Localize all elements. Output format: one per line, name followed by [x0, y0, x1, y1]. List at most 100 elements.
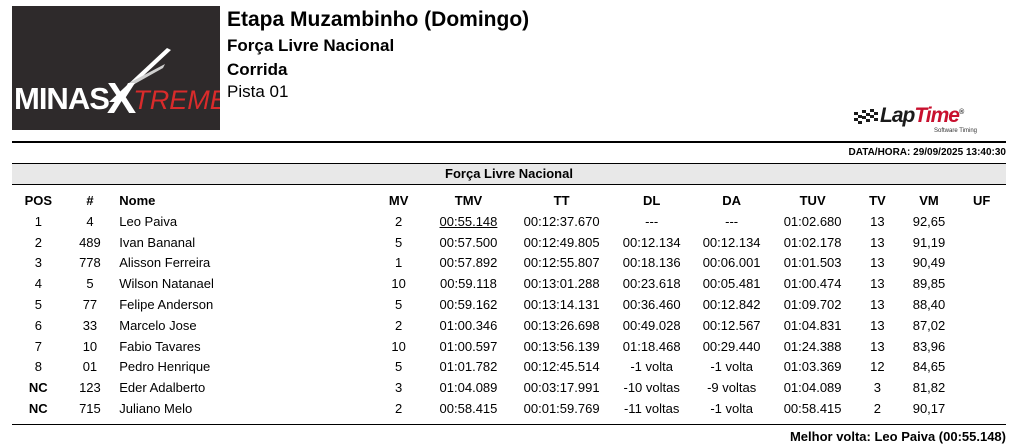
cell-dl: -1 volta — [630, 359, 673, 375]
cell-number: 5 — [86, 276, 94, 292]
col-mv: MV — [388, 193, 409, 208]
cell-name: Felipe Anderson — [119, 297, 214, 313]
best-lap-summary: Melhor volta: Leo Paiva (00:55.148) — [789, 429, 1006, 444]
table-row: 1 4 Leo Paiva 2 00:55.148 00:12:37.670 --- --- 0… — [12, 211, 1006, 232]
cell-vm: 90,17 — [912, 401, 946, 417]
cell-tmv: 00:59.118 — [440, 276, 497, 292]
cell-mv: 5 — [395, 297, 403, 313]
results-table: POS # Nome MV TMV TT DL DA TUV TV VM UF … — [12, 190, 1006, 419]
cell-uf — [957, 377, 1006, 398]
cell-uf — [957, 398, 1006, 419]
cell-pos: 7 — [34, 338, 42, 354]
cell-dl: 00:36.460 — [622, 297, 681, 313]
swoosh-icon — [109, 48, 171, 102]
cell-tmv: 00:59.162 — [439, 297, 498, 313]
cell-tt: 00:01:59.769 — [523, 401, 600, 417]
track-name: Pista 01 — [227, 82, 289, 101]
cell-tuv: 01:02.680 — [783, 213, 842, 229]
cell-da: -1 volta — [710, 401, 753, 417]
cell-tv: 12 — [870, 359, 885, 375]
cell-tuv: 01:04.831 — [783, 317, 842, 333]
cell-pos: NC — [28, 401, 48, 417]
laptime-reg: ® — [958, 109, 964, 116]
cell-tmv: 00:58.415 — [439, 401, 498, 417]
cell-tt: 00:12:55.807 — [523, 255, 600, 271]
cell-dl: -11 voltas — [623, 401, 680, 417]
col-tmv: TMV — [454, 193, 483, 208]
cell-number: 715 — [79, 401, 101, 417]
cell-dl: 00:12.134 — [622, 234, 681, 250]
cell-dl: --- — [645, 213, 659, 229]
table-row: 5 77 Felipe Anderson 5 00:59.162 00:13:14.131… — [12, 294, 1006, 315]
cell-tv: 13 — [870, 338, 885, 354]
category-name: Força Livre Nacional — [227, 36, 395, 55]
cell-tt: 00:12:37.670 — [523, 213, 600, 229]
cell-mv: 5 — [395, 234, 403, 250]
laptime-logo: LapTime® Software Timing — [852, 104, 982, 138]
results-body: 1 4 Leo Paiva 2 00:55.148 00:12:37.670 --- --- 0… — [12, 211, 1006, 419]
table-row: 8 01 Pedro Henrique 5 01:01.782 00:12:45.514 -… — [12, 357, 1006, 378]
laptime-wordmark: LapTime® — [880, 104, 964, 128]
cell-tv: 13 — [870, 213, 885, 229]
cell-mv: 2 — [395, 401, 403, 417]
cell-vm: 88,40 — [912, 297, 946, 313]
cell-tv: 13 — [870, 255, 885, 271]
cell-pos: NC — [28, 380, 48, 396]
cell-mv: 5 — [395, 359, 403, 375]
cell-dl: 00:23.618 — [622, 276, 681, 292]
cell-mv: 2 — [395, 317, 403, 333]
logo-part-minas: MINAS — [14, 81, 110, 116]
section-title: Força Livre Nacional — [12, 163, 1006, 185]
cell-vm: 81,82 — [912, 380, 946, 396]
cell-mv: 10 — [391, 276, 406, 292]
cell-uf — [957, 315, 1006, 336]
cell-pos: 8 — [34, 359, 42, 375]
cell-da: --- — [725, 213, 739, 229]
cell-pos: 1 — [34, 213, 42, 229]
cell-da: 00:05.481 — [702, 276, 761, 292]
cell-tmv: 01:00.346 — [439, 317, 498, 333]
cell-tt: 00:12:45.514 — [523, 359, 600, 375]
col-tuv: TUV — [799, 193, 826, 208]
logo-part-treme: TREME — [133, 85, 220, 115]
cell-dl: -10 voltas — [623, 380, 680, 396]
col-number: # — [86, 193, 94, 208]
cell-tmv: 01:01.782 — [439, 359, 498, 375]
col-tv: TV — [869, 193, 886, 208]
cell-dl: 00:49.028 — [622, 317, 681, 333]
cell-tmv: 01:00.597 — [439, 338, 498, 354]
cell-tt: 00:12:49.805 — [523, 234, 600, 250]
footer-rule — [12, 424, 1006, 425]
cell-tuv: 01:24.388 — [783, 338, 842, 354]
cell-pos: 3 — [34, 255, 42, 271]
cell-vm: 87,02 — [912, 317, 946, 333]
col-dl: DL — [643, 193, 661, 208]
cell-mv: 1 — [395, 255, 403, 271]
cell-mv: 3 — [395, 380, 403, 396]
col-name: Nome — [119, 193, 156, 208]
cell-vm: 92,65 — [912, 213, 946, 229]
cell-tuv: 01:01.503 — [783, 255, 842, 271]
cell-number: 33 — [82, 317, 98, 333]
cell-name: Wilson Natanael — [119, 276, 214, 292]
cell-vm: 83,96 — [912, 338, 946, 354]
cell-name: Alisson Ferreira — [119, 255, 211, 271]
cell-tmv: 00:57.500 — [439, 234, 498, 250]
logo-wordmark: MINASXTREME — [14, 70, 220, 123]
cell-da: -9 voltas — [707, 380, 757, 396]
cell-tt: 00:13:01.288 — [523, 276, 600, 292]
cell-tv: 13 — [870, 297, 885, 313]
cell-tuv: 01:02.178 — [783, 234, 842, 250]
cell-uf — [957, 253, 1006, 274]
cell-uf — [957, 294, 1006, 315]
cell-tmv: 00:55.148 — [439, 213, 498, 229]
cell-tmv: 01:04.089 — [439, 380, 498, 396]
cell-da: 00:29.440 — [702, 338, 761, 354]
cell-tuv: 01:09.702 — [783, 297, 842, 313]
cell-uf — [957, 336, 1006, 357]
table-row: 4 5 Wilson Natanael 10 00:59.118 00:13:01.288… — [12, 273, 1006, 294]
col-pos: POS — [24, 193, 53, 208]
cell-tv: 3 — [873, 380, 881, 396]
cell-vm: 91,19 — [912, 234, 946, 250]
cell-tv: 13 — [870, 276, 885, 292]
